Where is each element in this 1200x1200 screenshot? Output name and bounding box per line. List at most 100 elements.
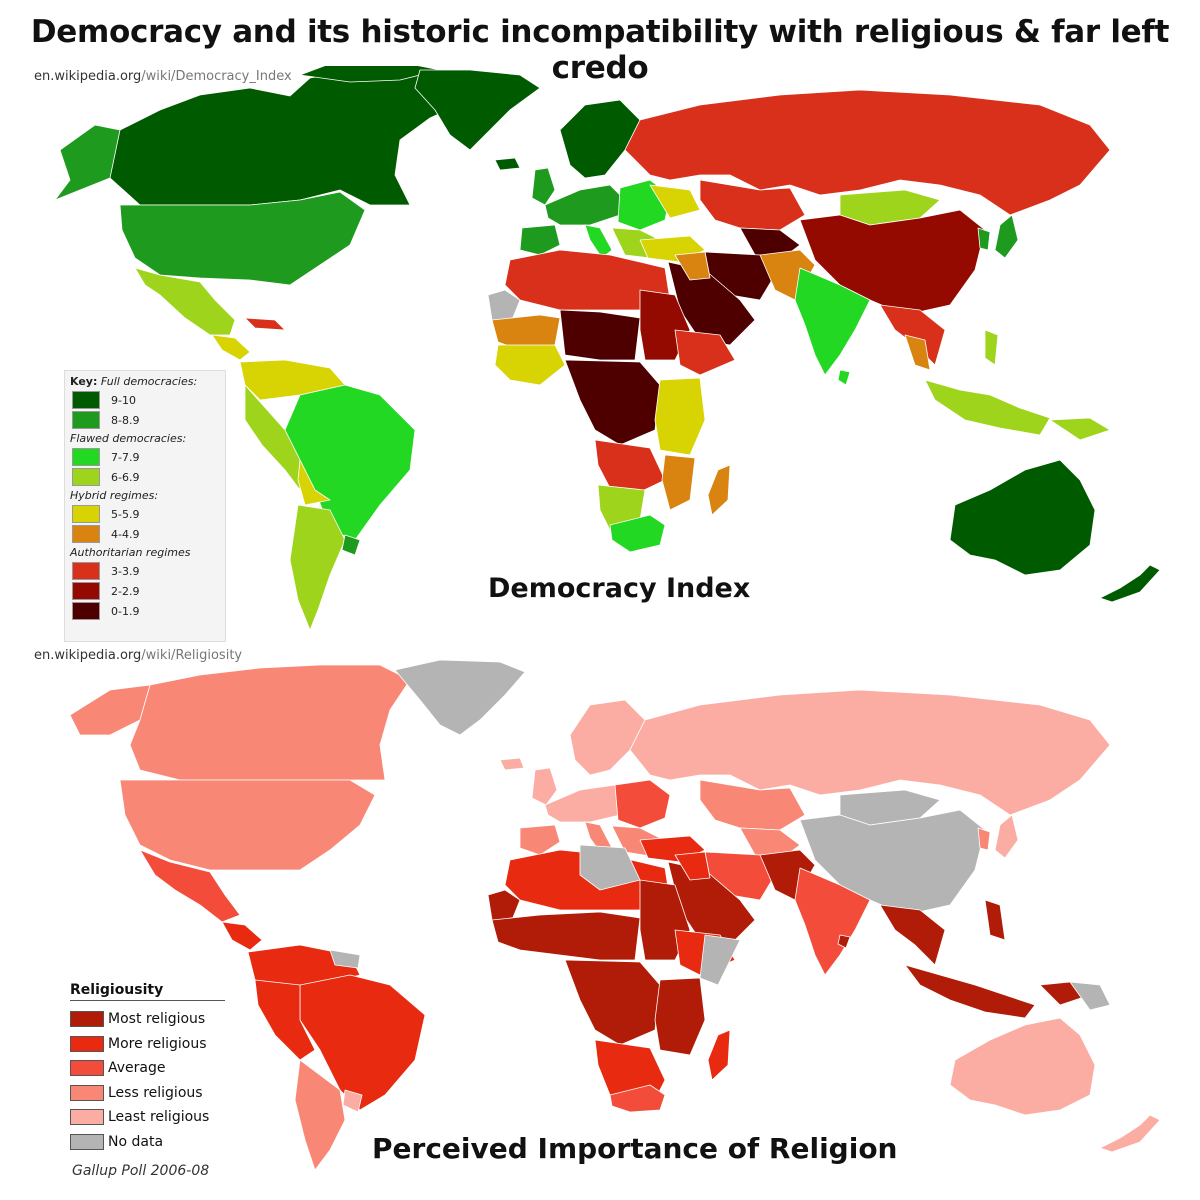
- source-link-religiosity[interactable]: en.wikipedia.org/wiki/Religiosity: [34, 648, 242, 663]
- legend-group-flawed: Flawed democracies:: [70, 432, 187, 445]
- legend-item-label: Less religious: [108, 1084, 203, 1101]
- region-malaysia-indonesia: [904, 964, 1036, 1019]
- region-russia: [629, 689, 1111, 816]
- region-andes: [244, 384, 301, 491]
- source-domain: en.wikipedia.org: [34, 648, 142, 663]
- legend-item: 5-5.9: [72, 504, 225, 524]
- region-new-zealand: [1099, 564, 1161, 603]
- legend-item-label: 5-5.9: [111, 507, 140, 521]
- region-iraq-syria: [674, 851, 711, 881]
- region-west-europe: [544, 184, 626, 226]
- source-path: /wiki/Religiosity: [141, 648, 243, 663]
- religiosity-label: Perceived Importance of Religion: [372, 1132, 898, 1165]
- region-libya: [579, 844, 641, 891]
- legend-swatch: [72, 582, 100, 600]
- region-canada: [94, 69, 471, 206]
- legend-item-label: 6-6.9: [111, 470, 140, 484]
- legend-item: No data: [70, 1130, 225, 1155]
- legend-swatch: [70, 1084, 104, 1101]
- region-iberia: [519, 824, 561, 856]
- legend-key-label: Key:: [70, 375, 98, 388]
- region-central-america: [211, 334, 251, 361]
- legend-item: 3-3.9: [72, 561, 225, 581]
- region-south-africa: [609, 514, 666, 553]
- region-papua-east: [1069, 981, 1111, 1011]
- legend-group-hybrid: Hybrid regimes:: [70, 489, 159, 502]
- region-west-sahara: [487, 289, 521, 321]
- region-south-africa: [609, 1084, 666, 1113]
- source-domain: en.wikipedia.org: [34, 69, 142, 84]
- legend-swatch: [72, 468, 100, 486]
- region-philippines: [984, 899, 1006, 941]
- legend-item-label: More religious: [108, 1035, 207, 1052]
- region-philippines: [984, 329, 999, 366]
- legend-group-full: Key: Full democracies:: [70, 375, 225, 388]
- region-southeast-asia: [879, 904, 946, 966]
- legend-swatch: [70, 1060, 104, 1077]
- legend-item: 9-10: [72, 390, 225, 410]
- region-papua: [1049, 417, 1111, 441]
- region-niger-chad: [559, 309, 641, 361]
- legend-item-label: No data: [108, 1133, 164, 1150]
- legend-item: Less religious: [70, 1081, 225, 1106]
- region-greenland: [394, 659, 526, 736]
- legend-item-label: 9-10: [111, 393, 136, 407]
- religiosity-map: [69, 659, 1161, 1171]
- source-link-democracy[interactable]: en.wikipedia.org/wiki/Democracy_Index: [34, 69, 292, 84]
- page-title: Democracy and its historic incompatibili…: [30, 14, 1170, 86]
- legend-item: More religious: [70, 1032, 225, 1057]
- legend-item: 8-8.9: [72, 410, 225, 430]
- region-somalia: [699, 934, 741, 986]
- region-sri-lanka: [837, 934, 851, 949]
- legend-swatch: [70, 1133, 104, 1150]
- legend-item-label: 8-8.9: [111, 413, 140, 427]
- region-mexico: [139, 849, 241, 923]
- region-canada: [129, 664, 411, 781]
- region-usa: [119, 779, 376, 871]
- region-central-america: [221, 921, 263, 951]
- region-greenland: [414, 69, 541, 151]
- legend-swatch: [70, 1035, 104, 1052]
- region-uk: [531, 167, 556, 206]
- legend-item-label: Average: [108, 1060, 166, 1077]
- region-uk: [531, 767, 558, 806]
- region-japan: [994, 814, 1019, 859]
- legend-item: Least religious: [70, 1105, 225, 1130]
- region-east-africa: [654, 977, 706, 1056]
- region-central-africa: [564, 959, 661, 1046]
- region-madagascar: [707, 1029, 731, 1081]
- legend-item-label: Least religious: [108, 1109, 210, 1126]
- region-central-africa: [564, 359, 661, 446]
- legend-item-label: 3-3.9: [111, 564, 140, 578]
- legend-item: 4-4.9: [72, 524, 225, 544]
- legend-swatch: [72, 448, 100, 466]
- region-mexico: [134, 267, 236, 336]
- legend-swatch: [72, 525, 100, 543]
- region-new-zealand: [1099, 1114, 1161, 1153]
- region-india: [794, 267, 871, 376]
- region-usa: [119, 191, 366, 286]
- region-iraq-syria: [674, 251, 711, 281]
- legend-swatch: [72, 602, 100, 620]
- legend-swatch: [72, 411, 100, 429]
- source-path: /wiki/Democracy_Index: [141, 69, 292, 84]
- legend-item: Most religious: [70, 1007, 225, 1032]
- region-andes: [254, 979, 316, 1061]
- legend-item-label: 0-1.9: [111, 604, 140, 618]
- region-mozambique: [661, 454, 696, 511]
- region-cuba: [244, 317, 286, 331]
- legend-item-label: 4-4.9: [111, 527, 140, 541]
- region-argentina-chile: [289, 504, 346, 631]
- region-scandinavia: [559, 99, 641, 179]
- region-japan: [994, 214, 1019, 259]
- region-kazakhstan: [699, 779, 806, 831]
- legend-item: 6-6.9: [72, 467, 225, 487]
- legend-item-label: Most religious: [108, 1011, 206, 1028]
- region-argentina-chile: [294, 1059, 346, 1171]
- region-sahel: [491, 911, 641, 961]
- region-east-africa: [654, 377, 706, 456]
- legend-swatch: [70, 1109, 104, 1126]
- region-iceland: [494, 157, 521, 171]
- legend-swatch: [72, 505, 100, 523]
- region-iceland: [499, 757, 525, 771]
